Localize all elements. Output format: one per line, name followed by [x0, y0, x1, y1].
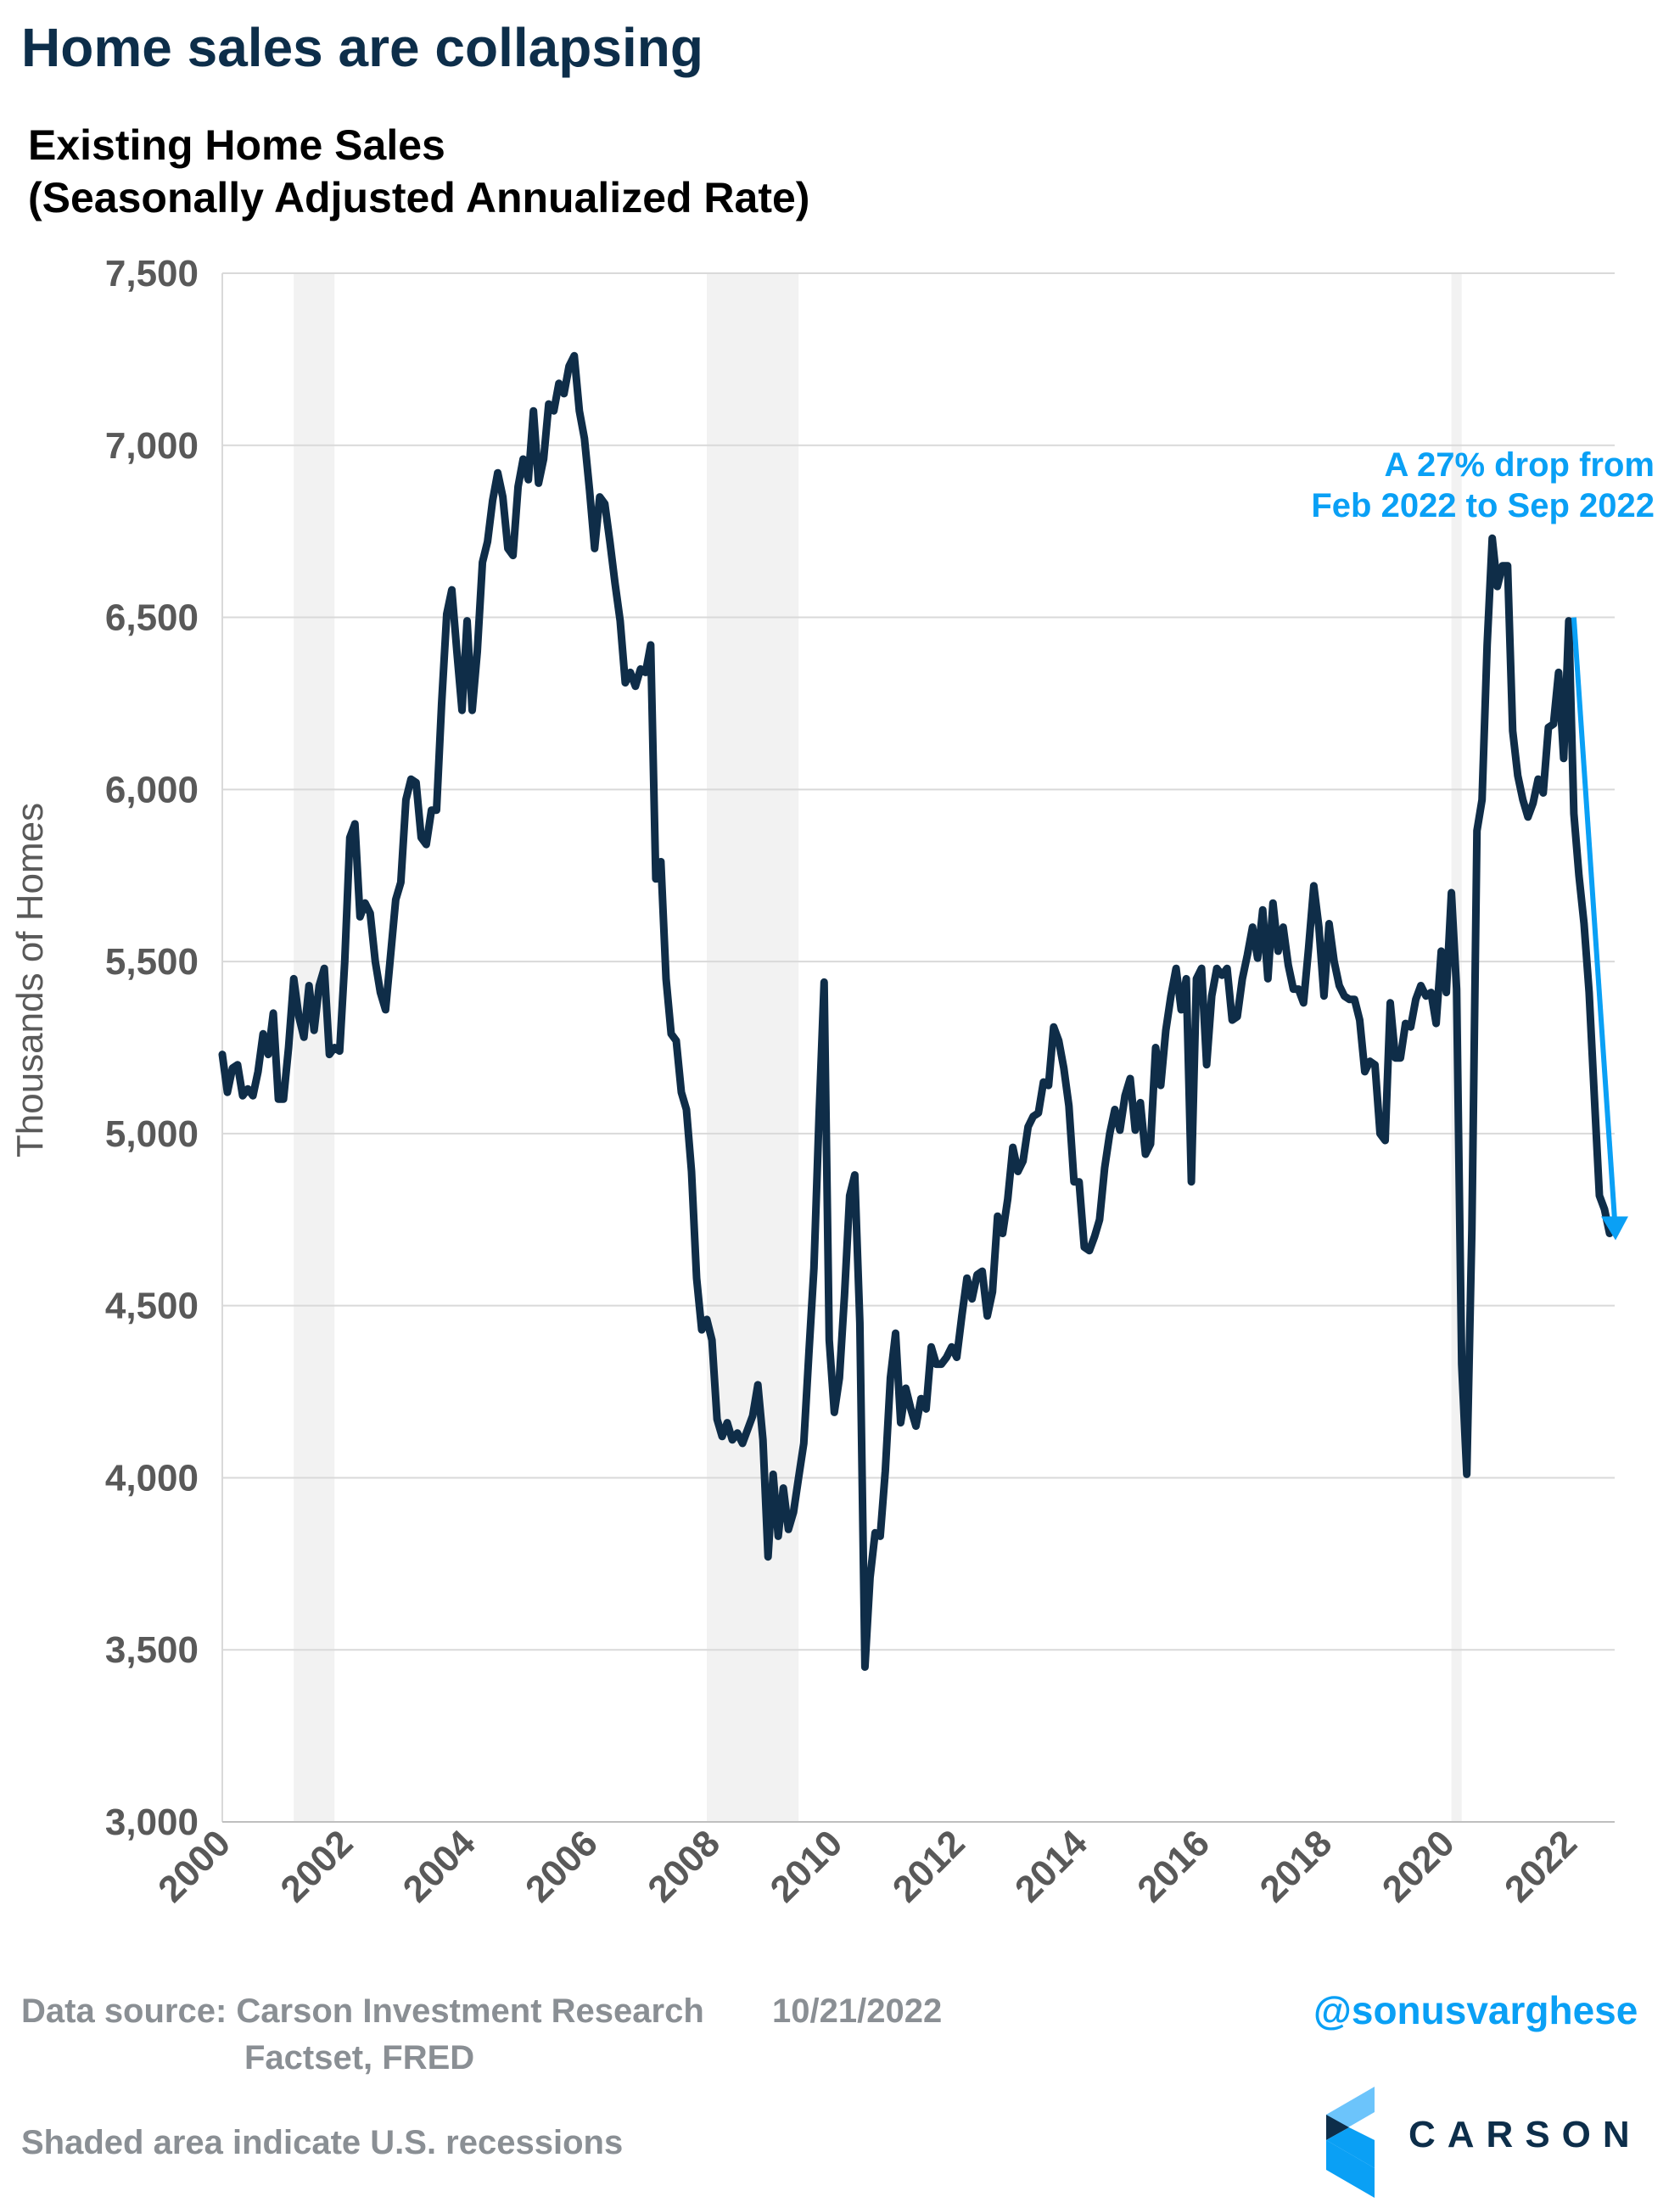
- y-tick-label: 6,000: [105, 769, 199, 810]
- arrow-down-icon: [1601, 1216, 1628, 1241]
- annotation-arrow-shaft: [1571, 617, 1617, 1220]
- y-tick-label: 4,000: [105, 1457, 199, 1499]
- x-tick-label: 2018: [1252, 1822, 1341, 1910]
- x-tick-label: 2020: [1375, 1822, 1463, 1910]
- twitter-handle: @sonusvarghese: [1313, 1988, 1638, 2032]
- y-tick-label: 5,500: [105, 941, 199, 983]
- page-title: Home sales are collapsing: [21, 17, 703, 78]
- x-tick-label: 2004: [395, 1822, 484, 1910]
- y-tick-label: 5,000: [105, 1113, 199, 1155]
- x-tick-label: 2016: [1129, 1822, 1218, 1910]
- x-tick-label: 2014: [1007, 1822, 1095, 1910]
- y-tick-label: 4,500: [105, 1286, 199, 1327]
- carson-logo-mark-icon: [1326, 2087, 1375, 2198]
- recession-note: Shaded area indicate U.S. recessions: [21, 2124, 623, 2161]
- y-tick-label: 7,000: [105, 425, 199, 467]
- y-tick-label: 7,500: [105, 253, 199, 294]
- carson-logo-text: CARSON: [1408, 2114, 1642, 2155]
- plot-area: 3,000 3,500 4,000 4,500 5,000 5,500 6,000 6,500…: [105, 253, 1628, 1910]
- x-tick-label: 2006: [518, 1822, 606, 1910]
- x-tick-label: 2008: [640, 1822, 728, 1910]
- chart-subtitle-line1: Existing Home Sales: [28, 121, 445, 169]
- annotation-arrow: [1571, 617, 1628, 1241]
- annotation-line1: A 27% drop from: [1384, 446, 1655, 484]
- x-tick-label: 2010: [763, 1822, 851, 1910]
- y-tick-label: 3,500: [105, 1629, 199, 1671]
- recession-shading: [294, 273, 1462, 1822]
- data-date: 10/21/2022: [772, 1992, 942, 2030]
- chart-subtitle-line2: (Seasonally Adjusted Annualized Rate): [28, 174, 809, 221]
- carson-logo: CARSON: [1326, 2087, 1642, 2198]
- series-line-existing-home-sales: [218, 351, 1614, 1671]
- x-tick-label: 2002: [272, 1822, 361, 1910]
- data-source-line1: Data source: Carson Investment Research: [21, 1992, 704, 2030]
- annotation-line2: Feb 2022 to Sep 2022: [1311, 487, 1655, 524]
- x-axis-ticks: 2000 2002 2004 2006 2008 2010 2012 2014 2016 2018…: [150, 1822, 1585, 1910]
- y-tick-label: 6,500: [105, 597, 199, 639]
- data-points: [221, 356, 1610, 1667]
- y-tick-label: 3,000: [105, 1802, 199, 1843]
- y-axis-label: Thousands of Homes: [9, 803, 51, 1157]
- data-source-line2: Factset, FRED: [244, 2039, 474, 2076]
- y-axis-ticks: 3,000 3,500 4,000 4,500 5,000 5,500 6,000 6,500…: [105, 253, 199, 1843]
- recession-band: [707, 273, 799, 1822]
- x-tick-label: 2012: [885, 1822, 973, 1910]
- x-tick-label: 2022: [1497, 1822, 1585, 1910]
